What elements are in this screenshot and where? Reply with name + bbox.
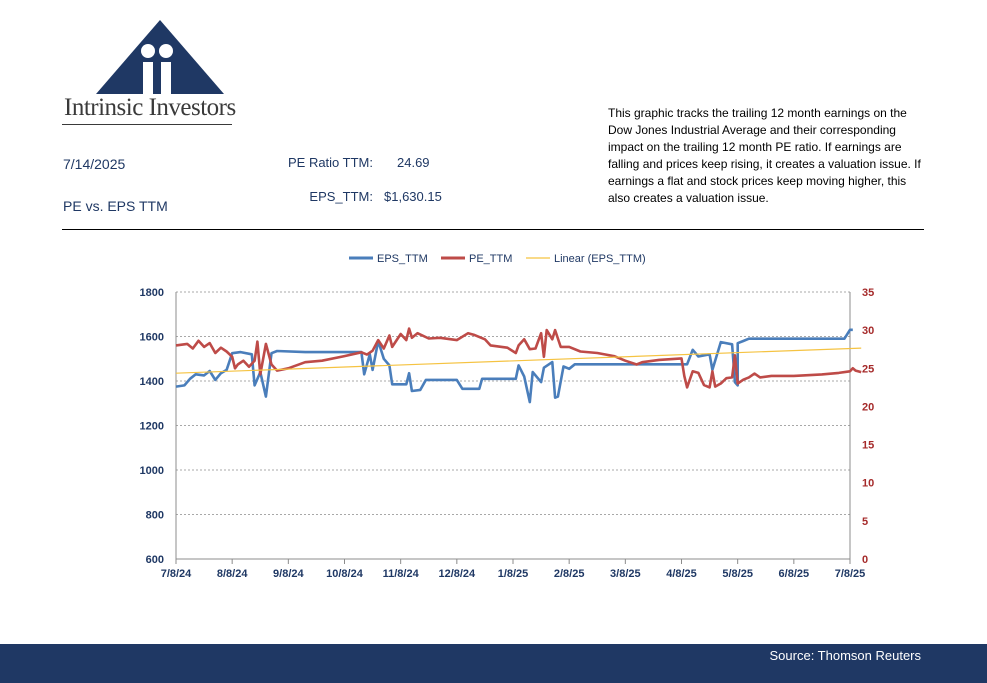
- eps-trendline: [175, 347, 862, 374]
- legend-label-2: Linear (EPS_TTM): [554, 253, 646, 265]
- header-divider: [62, 229, 924, 230]
- eps-label: EPS_TTM:: [309, 189, 373, 204]
- y-right-tick-label: 15: [862, 440, 874, 452]
- y-left-tick-label: 600: [146, 554, 164, 566]
- y-right-tick-label: 20: [862, 401, 874, 413]
- y-right-tick-label: 25: [862, 363, 874, 375]
- x-tick-label: 2/8/25: [554, 568, 585, 580]
- y-left-tick-label: 1600: [140, 332, 164, 344]
- footer-bar: Source: Thomson Reuters: [0, 644, 987, 683]
- x-tick-label: 5/8/25: [722, 568, 753, 580]
- y-left-tick-label: 1800: [140, 287, 164, 299]
- x-tick-label: 10/8/24: [326, 568, 364, 580]
- chart-legend: EPS_TTM PE_TTM Linear (EPS_TTM): [349, 253, 646, 265]
- x-tick-label: 1/8/25: [498, 568, 529, 580]
- description-text: This graphic tracks the trailing 12 mont…: [608, 106, 921, 205]
- y-right-tick-label: 5: [862, 516, 868, 528]
- intrinsic-investors-logo: [96, 20, 224, 94]
- brand-name: Intrinsic Investors: [64, 94, 236, 121]
- pe-ttm-line: [175, 327, 862, 389]
- x-tick-label: 7/8/25: [835, 568, 866, 580]
- x-tick-label: 4/8/25: [666, 568, 697, 580]
- x-tick-label: 12/8/24: [438, 568, 476, 580]
- pe-vs-eps-chart: 600 800 1000 1200 1400 1600 1800 0 5 10 15 20 25 30 35…: [140, 253, 875, 580]
- y-left-tick-label: 800: [146, 510, 164, 522]
- y-left-tick-label: 1000: [140, 465, 164, 477]
- y-left-tick-label: 1400: [140, 376, 164, 388]
- eps-value: $1,630.15: [384, 189, 442, 204]
- y-right-tick-label: 0: [862, 554, 868, 566]
- report-subtitle: PE vs. EPS TTM: [63, 198, 168, 214]
- x-tick-label: 11/8/24: [383, 568, 420, 580]
- legend-label-1: PE_TTM: [469, 253, 512, 265]
- source-label: Source: Thomson Reuters: [769, 648, 922, 663]
- x-tick-label: 6/8/25: [779, 568, 810, 580]
- y-right-tick-label: 35: [862, 287, 874, 299]
- x-tick-label: 9/8/24: [273, 568, 304, 580]
- eps-ttm-line: [175, 328, 853, 404]
- report-date: 7/14/2025: [63, 156, 126, 172]
- x-tick-label: 7/8/24: [161, 568, 192, 580]
- pe-ratio-label: PE Ratio TTM:: [287, 155, 373, 170]
- y-left-tick-label: 1200: [140, 421, 164, 433]
- y-right-tick-label: 30: [862, 325, 874, 337]
- logo-underline: [62, 124, 232, 125]
- pe-ratio-value: 24.69: [397, 155, 430, 170]
- legend-label-0: EPS_TTM: [377, 253, 428, 265]
- y-right-tick-label: 10: [862, 478, 874, 490]
- x-tick-label: 3/8/25: [610, 568, 641, 580]
- x-tick-label: 8/8/24: [217, 568, 248, 580]
